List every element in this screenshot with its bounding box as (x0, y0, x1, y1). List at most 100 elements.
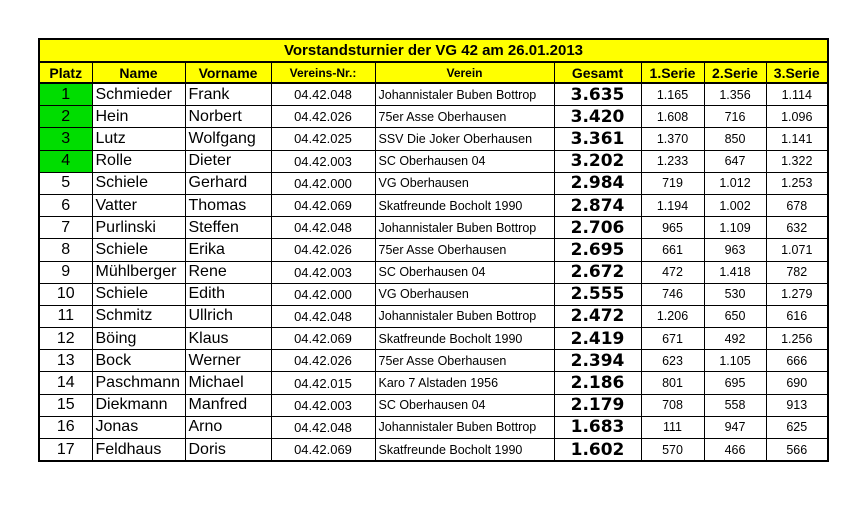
cell-serie-2: 647 (703, 149, 767, 173)
cell-serie-2: 492 (703, 327, 767, 351)
cell-serie-1: 1.165 (640, 82, 705, 107)
cell-serie-2: 695 (703, 371, 767, 395)
cell-serie-1: 965 (640, 216, 705, 240)
cell-verein: 75er Asse Oberhausen (374, 105, 555, 129)
cell-serie-1: 623 (640, 349, 705, 373)
cell-platz: 1 (38, 82, 93, 107)
cell-vereins-nr: 04.42.048 (270, 216, 376, 240)
cell-name: Lutz (91, 127, 186, 151)
cell-serie-3: 566 (765, 438, 829, 462)
cell-vorname: Norbert (184, 105, 272, 129)
cell-name: Paschmann (91, 371, 186, 395)
cell-vereins-nr: 04.42.069 (270, 438, 376, 462)
table-row: 4 Rolle Dieter 04.42.003 SC Oberhausen 04 3.2… (38, 149, 829, 173)
cell-gesamt: 3.202 (553, 149, 642, 173)
cell-serie-2: 1.356 (703, 82, 767, 107)
cell-serie-3: 1.253 (765, 171, 829, 195)
cell-platz: 11 (38, 304, 93, 329)
cell-vorname: Arno (184, 415, 272, 440)
column-header-verein: Verein (374, 61, 555, 84)
title-row: Vorstandsturnier der VG 42 am 26.01.2013 (38, 38, 829, 63)
cell-serie-3: 1.141 (765, 127, 829, 151)
cell-gesamt: 3.361 (553, 127, 642, 151)
cell-vorname: Dieter (184, 149, 272, 173)
table-row: 9 Mühlberger Rene 04.42.003 SC Oberhausen 04… (38, 260, 829, 284)
cell-vorname: Ullrich (184, 304, 272, 329)
cell-serie-2: 1.109 (703, 216, 767, 240)
cell-gesamt: 2.695 (553, 238, 642, 262)
cell-serie-2: 716 (703, 105, 767, 129)
cell-serie-3: 1.256 (765, 327, 829, 351)
table-title: Vorstandsturnier der VG 42 am 26.01.2013 (38, 38, 829, 63)
cell-vereins-nr: 04.42.003 (270, 260, 376, 284)
cell-platz: 17 (38, 438, 93, 462)
cell-serie-3: 690 (765, 371, 829, 395)
cell-name: Jonas (91, 415, 186, 440)
cell-vereins-nr: 04.42.025 (270, 127, 376, 151)
cell-verein: SSV Die Joker Oberhausen (374, 127, 555, 151)
cell-serie-3: 666 (765, 349, 829, 373)
cell-vorname: Wolfgang (184, 127, 272, 151)
cell-vereins-nr: 04.42.000 (270, 171, 376, 195)
cell-serie-2: 1.002 (703, 193, 767, 218)
cell-vorname: Werner (184, 349, 272, 373)
cell-vereins-nr: 04.42.048 (270, 304, 376, 329)
cell-gesamt: 3.635 (553, 82, 642, 107)
cell-name: Rolle (91, 149, 186, 173)
cell-platz: 8 (38, 238, 93, 262)
cell-serie-3: 1.322 (765, 149, 829, 173)
cell-verein: Skatfreunde Bocholt 1990 (374, 193, 555, 218)
column-header-name: Name (91, 61, 186, 84)
cell-gesamt: 2.419 (553, 327, 642, 351)
cell-gesamt: 2.984 (553, 171, 642, 195)
cell-serie-2: 558 (703, 393, 767, 417)
cell-name: Schiele (91, 238, 186, 262)
cell-verein: Johannistaler Buben Bottrop (374, 304, 555, 329)
cell-platz: 10 (38, 282, 93, 306)
cell-vereins-nr: 04.42.000 (270, 282, 376, 306)
cell-gesamt: 2.394 (553, 349, 642, 373)
cell-verein: Skatfreunde Bocholt 1990 (374, 438, 555, 462)
cell-name: Schmitz (91, 304, 186, 329)
cell-serie-1: 746 (640, 282, 705, 306)
table-row: 7 Purlinski Steffen 04.42.048 Johannistaler … (38, 216, 829, 240)
table-row: 1 Schmieder Frank 04.42.048 Johannistaler Bu… (38, 82, 829, 107)
cell-serie-3: 1.071 (765, 238, 829, 262)
cell-vorname: Rene (184, 260, 272, 284)
cell-serie-1: 801 (640, 371, 705, 395)
cell-serie-3: 632 (765, 216, 829, 240)
cell-verein: Skatfreunde Bocholt 1990 (374, 327, 555, 351)
cell-name: Schiele (91, 282, 186, 306)
cell-vereins-nr: 04.42.003 (270, 393, 376, 417)
cell-serie-3: 1.096 (765, 105, 829, 129)
cell-serie-1: 1.233 (640, 149, 705, 173)
column-header-serie-3: 3.Serie (765, 61, 829, 84)
cell-vorname: Frank (184, 82, 272, 107)
cell-name: Schiele (91, 171, 186, 195)
cell-vereins-nr: 04.42.026 (270, 349, 376, 373)
table-row: 15 Diekmann Manfred 04.42.003 SC Oberhausen … (38, 393, 829, 417)
cell-gesamt: 2.672 (553, 260, 642, 284)
table-row: 16 Jonas Arno 04.42.048 Johannistaler Buben … (38, 415, 829, 440)
cell-platz: 5 (38, 171, 93, 195)
cell-vereins-nr: 04.42.048 (270, 415, 376, 440)
cell-serie-3: 782 (765, 260, 829, 284)
cell-name: Feldhaus (91, 438, 186, 462)
cell-serie-1: 1.608 (640, 105, 705, 129)
cell-gesamt: 1.683 (553, 415, 642, 440)
cell-name: Purlinski (91, 216, 186, 240)
cell-serie-1: 1.194 (640, 193, 705, 218)
cell-serie-1: 570 (640, 438, 705, 462)
cell-platz: 6 (38, 193, 93, 218)
cell-verein: 75er Asse Oberhausen (374, 238, 555, 262)
column-header-serie-2: 2.Serie (703, 61, 767, 84)
cell-gesamt: 2.706 (553, 216, 642, 240)
cell-serie-3: 625 (765, 415, 829, 440)
cell-serie-2: 650 (703, 304, 767, 329)
cell-platz: 14 (38, 371, 93, 395)
cell-serie-1: 1.370 (640, 127, 705, 151)
cell-vorname: Gerhard (184, 171, 272, 195)
column-header-platz: Platz (38, 61, 93, 84)
table-row: 10 Schiele Edith 04.42.000 VG Oberhausen 2.55… (38, 282, 829, 306)
cell-platz: 15 (38, 393, 93, 417)
